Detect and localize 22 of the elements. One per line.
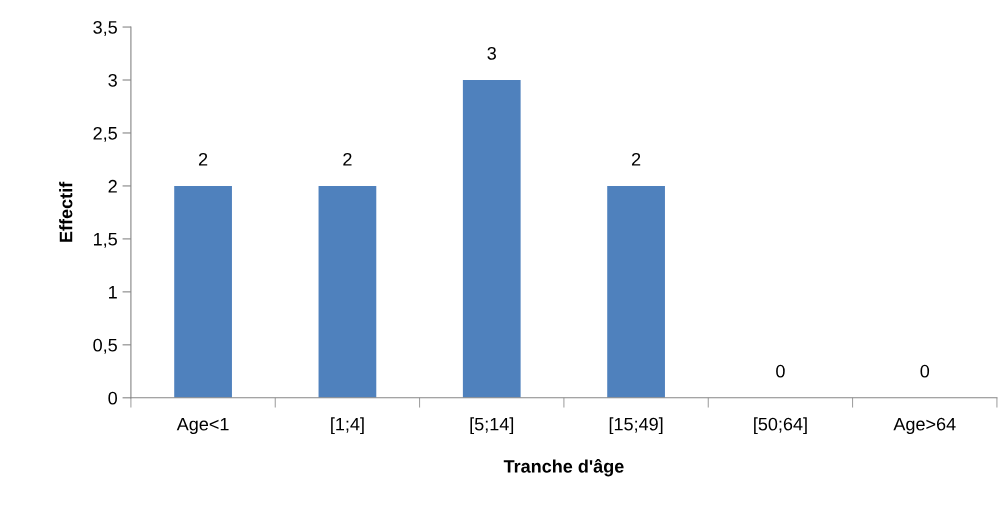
data-label: 3 — [487, 46, 496, 60]
y-tick-label: 2,5 — [93, 126, 117, 142]
y-tick-label: 0,5 — [93, 338, 117, 354]
y-tick-label: 0 — [108, 391, 118, 405]
x-tick-label: Age<1 — [176, 417, 229, 435]
y-tick-label: 1,5 — [94, 233, 117, 248]
y-tick-label: 2 — [108, 179, 117, 193]
y-axis-title: Effectif — [59, 181, 73, 242]
data-label: 0 — [776, 364, 785, 378]
data-label: 0 — [920, 364, 930, 378]
y-tick-label: 3,5 — [93, 20, 117, 36]
x-tick-label: [1;4] — [331, 417, 364, 435]
x-tick-label: [50;64] — [754, 417, 807, 435]
data-label: 2 — [631, 152, 641, 166]
x-tick-label: Age>64 — [893, 417, 956, 435]
x-tick-label: [15;49] — [609, 417, 663, 435]
y-tick-label: 3 — [108, 73, 117, 87]
x-axis-title: Tranche d'âge — [503, 459, 624, 477]
data-label: 2 — [198, 152, 208, 166]
x-tick-label: [5;14] — [470, 417, 514, 435]
y-tick-label: 1 — [109, 285, 117, 299]
data-label: 2 — [343, 152, 352, 166]
